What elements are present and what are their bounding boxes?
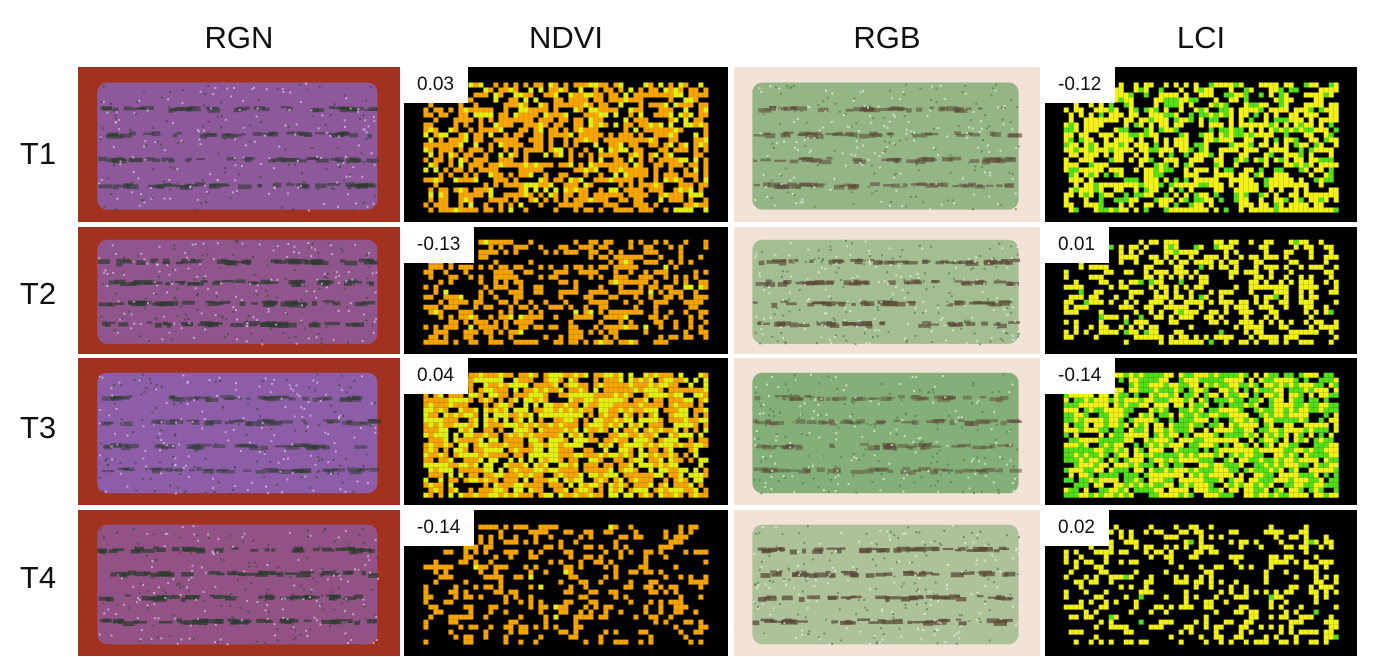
lci-image-t2: 0.01 bbox=[1045, 227, 1357, 354]
lci-image-t4: 0.02 bbox=[1045, 510, 1357, 656]
column-header-rgb: RGB bbox=[853, 20, 921, 55]
column-header-ndvi: NDVI bbox=[528, 20, 604, 55]
rgn-image-t2 bbox=[78, 227, 400, 354]
lci-value-label: 0.02 bbox=[1045, 510, 1109, 546]
ndvi-value-label: 0.04 bbox=[404, 358, 468, 394]
lci-image-t1: -0.12 bbox=[1045, 67, 1357, 222]
row-label-t2: T2 bbox=[19, 276, 57, 311]
rgb-image-t1 bbox=[734, 67, 1040, 222]
ndvi-value-label: -0.13 bbox=[404, 227, 475, 263]
column-header-rgn: RGN bbox=[204, 20, 274, 55]
row-label-t4: T4 bbox=[19, 560, 57, 595]
ndvi-image-t1: 0.03 bbox=[404, 67, 728, 222]
column-header-lci: LCI bbox=[1176, 20, 1226, 55]
rgn-image-t4 bbox=[78, 510, 400, 656]
lci-value-label: 0.01 bbox=[1045, 227, 1109, 263]
ndvi-value-label: -0.14 bbox=[404, 510, 475, 546]
row-label-t3: T3 bbox=[19, 410, 57, 445]
lci-image-t3: -0.14 bbox=[1045, 358, 1357, 505]
lci-value-label: -0.12 bbox=[1045, 67, 1116, 103]
row-label-t1: T1 bbox=[19, 136, 57, 171]
ndvi-image-t3: 0.04 bbox=[404, 358, 728, 505]
rgn-image-t1 bbox=[78, 67, 400, 222]
rgn-image-t3 bbox=[78, 358, 400, 505]
rgb-image-t3 bbox=[734, 358, 1040, 505]
rgb-image-t4 bbox=[734, 510, 1040, 656]
lci-value-label: -0.14 bbox=[1045, 358, 1116, 394]
ndvi-image-t2: -0.13 bbox=[404, 227, 728, 354]
rgb-image-t2 bbox=[734, 227, 1040, 354]
ndvi-image-t4: -0.14 bbox=[404, 510, 728, 656]
ndvi-value-label: 0.03 bbox=[404, 67, 468, 103]
